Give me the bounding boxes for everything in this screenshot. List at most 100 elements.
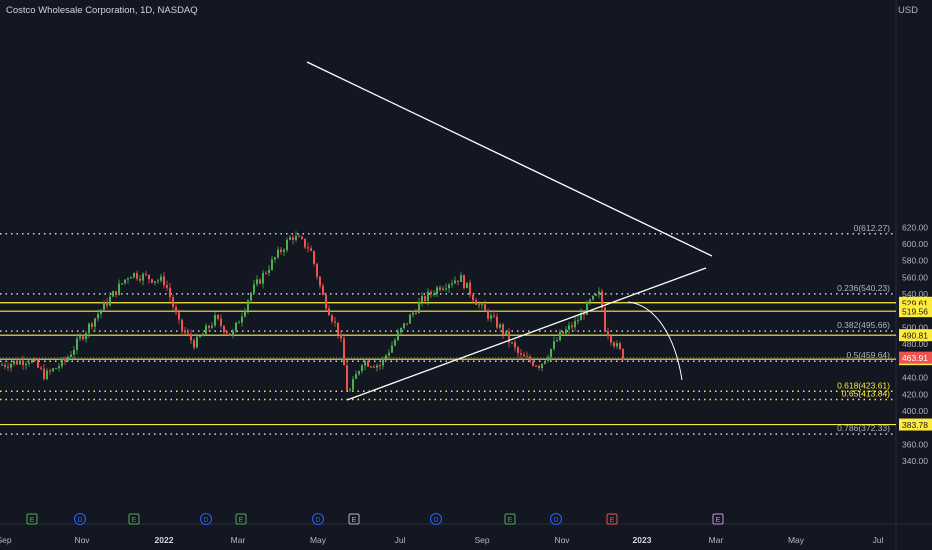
candle-body [226, 332, 228, 334]
candle-body [541, 363, 543, 368]
dividend-marker [200, 513, 212, 525]
candle-body [298, 235, 300, 237]
candle-body [154, 281, 156, 283]
y-tick-label: 600.00 [902, 239, 928, 249]
event-marker-label: E [352, 517, 357, 524]
candle-body [127, 278, 129, 280]
candle-body [334, 321, 336, 323]
earnings-marker [504, 513, 516, 525]
candle-body [346, 365, 348, 391]
candle-body [265, 272, 267, 274]
candle-body [241, 316, 243, 323]
candle-body [574, 320, 576, 328]
event-marker-label: D [203, 517, 208, 524]
candle-body [55, 368, 57, 370]
event-marker-label: E [132, 517, 137, 524]
fib-level-label: 0.618(423.61) [837, 380, 890, 390]
candle-body [91, 323, 93, 327]
candle-body [418, 301, 420, 314]
earnings-marker [712, 513, 724, 525]
candle-body [460, 275, 462, 282]
candle-body [70, 354, 72, 357]
candle-body [409, 314, 411, 324]
candle-body [151, 279, 153, 283]
candle-body [256, 279, 258, 285]
candle-body [529, 356, 531, 362]
candle-body [478, 304, 480, 306]
candle-body [382, 358, 384, 366]
fib-level-label: 0.236(540.23) [837, 283, 890, 293]
candle-body [97, 314, 99, 319]
candle-body [373, 366, 375, 368]
candle-body [388, 352, 390, 356]
candle-body [277, 249, 279, 258]
y-tick-label: 620.00 [902, 222, 928, 232]
y-tick-label: 420.00 [902, 389, 928, 399]
candle-body [535, 365, 537, 367]
candle-body [229, 333, 231, 336]
candle-body [157, 280, 159, 282]
candle-body [295, 235, 297, 240]
candle-body [598, 291, 600, 295]
candle-body [262, 272, 264, 284]
price-level-badge-text: 490.81 [902, 331, 928, 341]
candle-body [139, 278, 141, 281]
candle-body [469, 282, 471, 295]
y-tick-label: 540.00 [902, 289, 928, 299]
candle-body [82, 336, 84, 340]
candle-body [487, 310, 489, 319]
candle-body [610, 336, 612, 343]
candle-body [361, 365, 363, 371]
x-tick-label: Sep [474, 535, 489, 545]
candle-body [31, 359, 33, 363]
candle-body [403, 323, 405, 328]
fib-level-label: 0.5(459.64) [847, 350, 891, 360]
candle-body [211, 325, 213, 328]
candle-body [424, 296, 426, 301]
candle-body [61, 358, 63, 367]
y-tick-label: 480.00 [902, 339, 928, 349]
candle-body [523, 354, 525, 357]
price-level-badge [899, 329, 932, 342]
candle-body [193, 340, 195, 348]
candle-body [484, 304, 486, 311]
candle-body [397, 332, 399, 341]
candle-body [37, 359, 39, 368]
candle-body [445, 288, 447, 290]
candle-body [235, 322, 237, 332]
candle-body [580, 312, 582, 321]
candle-body [604, 307, 606, 332]
fib-level-label: 0.65(413.84) [842, 388, 890, 398]
candle-body [181, 319, 183, 331]
candle-body [307, 247, 309, 249]
candle-body [322, 285, 324, 295]
candle-body [607, 331, 609, 337]
candle-body [64, 358, 66, 361]
candle-body [532, 361, 534, 366]
candle-body [328, 308, 330, 316]
candle-body [217, 315, 219, 319]
candle-body [550, 348, 552, 358]
candle-body [340, 334, 342, 339]
candle-body [568, 325, 570, 330]
candle-body [391, 345, 393, 353]
candle-body [238, 322, 240, 324]
y-tick-label: 580.00 [902, 256, 928, 266]
candle-body [454, 280, 456, 284]
candle-body [466, 282, 468, 289]
y-tick-label: 560.00 [902, 272, 928, 282]
candle-body [364, 361, 366, 366]
candle-body [172, 297, 174, 307]
candle-body [190, 333, 192, 341]
candle-body [280, 249, 282, 252]
candle-body [517, 347, 519, 354]
candle-body [274, 257, 276, 260]
candle-body [244, 310, 246, 317]
candle-body [205, 325, 207, 334]
candle-body [451, 283, 453, 285]
candle-body [421, 296, 423, 302]
candle-body [118, 283, 120, 295]
candle-body [121, 283, 123, 285]
candle-body [508, 331, 510, 343]
